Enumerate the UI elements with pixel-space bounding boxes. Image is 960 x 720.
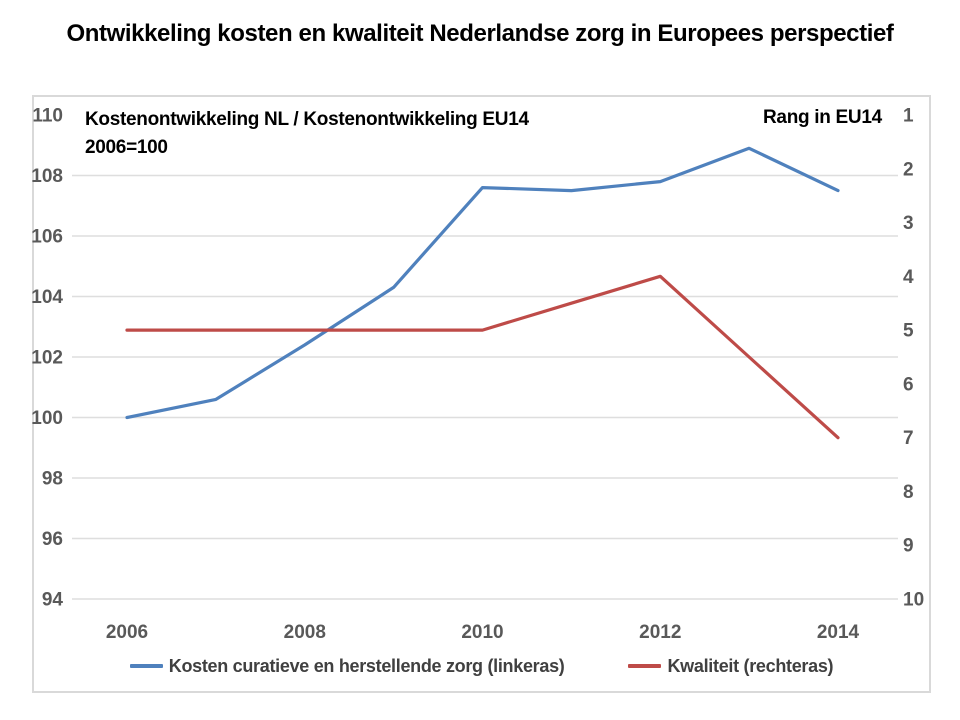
legend-item-kosten: Kosten curatieve en herstellende zorg (l… (129, 655, 565, 677)
legend-item-kwaliteit: Kwaliteit (rechteras) (628, 655, 834, 677)
y-axis-left-tick-label: 104 (31, 287, 63, 308)
y-axis-left-tick-label: 98 (42, 469, 63, 490)
series-line-kosten (125, 146, 840, 420)
legend-line-marker-blue (129, 664, 163, 668)
x-axis-tick-label: 2006 (106, 622, 148, 643)
y-axis-left-tick-label: 100 (31, 408, 63, 429)
legend-label-kosten: Kosten curatieve en herstellende zorg (l… (168, 655, 565, 676)
x-axis-tick-label: 2010 (461, 622, 503, 643)
y-axis-right-tick-label: 6 (903, 374, 914, 395)
left-axis-annotation-line1: Kostenontwikkeling NL / Kostenontwikkeli… (85, 109, 529, 130)
y-axis-left-tick-label: 106 (31, 227, 63, 248)
x-axis-tick-label: 2014 (817, 622, 860, 643)
y-axis-right-tick-label: 5 (903, 321, 914, 342)
left-axis-annotation: Kostenontwikkeling NL / Kostenontwikkeli… (85, 106, 529, 162)
y-axis-left-tick-label: 110 (32, 106, 63, 127)
y-axis-right-tick-label: 1 (903, 106, 914, 127)
y-axis-left-tick-label: 96 (42, 529, 63, 550)
y-axis-right-tick-label: 7 (903, 428, 914, 449)
legend: Kosten curatieve en herstellende zorg (l… (32, 652, 931, 680)
series-line-kwaliteit (125, 274, 840, 440)
y-axis-right-tick-label: 3 (903, 213, 914, 234)
left-axis-annotation-line2: 2006=100 (85, 137, 168, 158)
y-axis-left-tick-label: 102 (31, 348, 63, 369)
x-axis-tick-label: 2008 (284, 622, 326, 643)
right-axis-annotation: Rang in EU14 (763, 107, 882, 128)
y-axis-right-tick-label: 10 (903, 590, 924, 611)
chart-container (32, 95, 931, 693)
legend-label-kwaliteit: Kwaliteit (rechteras) (667, 655, 834, 676)
y-axis-right-tick-label: 8 (903, 482, 914, 503)
y-axis-right-tick-label: 2 (903, 159, 914, 180)
page-title: Ontwikkeling kosten en kwaliteit Nederla… (66, 20, 894, 47)
y-axis-right-tick-label: 9 (903, 536, 914, 557)
x-axis-tick-label: 2012 (639, 622, 681, 643)
y-axis-right-tick-label: 4 (903, 267, 914, 288)
legend-line-marker-red (628, 664, 662, 668)
y-axis-left-tick-label: 108 (31, 166, 63, 187)
y-axis-left-tick-label: 94 (42, 590, 64, 611)
